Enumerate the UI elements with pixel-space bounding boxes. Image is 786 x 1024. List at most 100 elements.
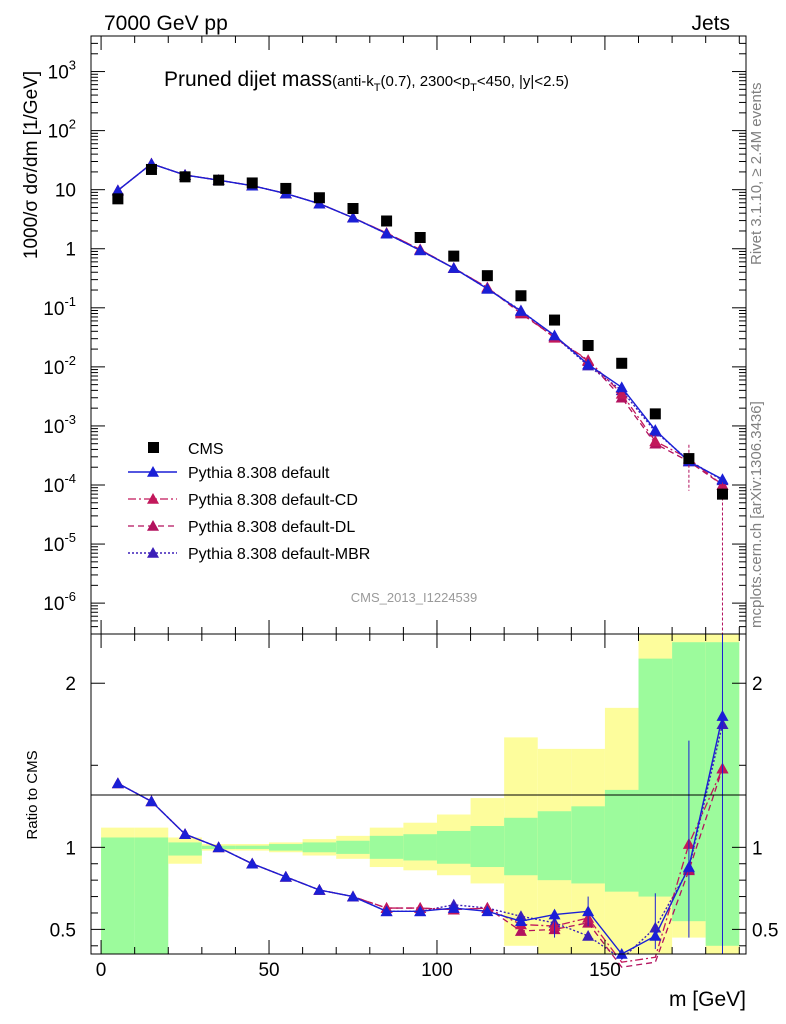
- ratio-y-tick-label-left: 1: [65, 838, 76, 859]
- analysis-id-label: CMS_2013_I1224539: [351, 590, 478, 605]
- ratio-series-marker: [313, 884, 326, 895]
- ratio-band-inner-bin: [336, 840, 370, 854]
- chart-title-detail-prefix: (anti-k: [332, 73, 374, 90]
- chart-title-main: Pruned dijet mass: [164, 68, 332, 91]
- chart-title-detail-sub: T: [374, 82, 381, 94]
- header-left-label: 7000 GeV pp: [104, 12, 228, 35]
- ratio-band-inner-bin: [571, 806, 605, 884]
- y-tick-label-exponent: -3: [64, 412, 76, 427]
- ratio-series-marker: [212, 841, 225, 853]
- y-tick-label: 10-2: [43, 353, 76, 379]
- legend-marker: [147, 520, 159, 531]
- main-series-marker: [615, 381, 628, 393]
- ratio-series-marker: [179, 828, 192, 840]
- cms-data-point: [582, 340, 594, 352]
- y-tick-label-exponent: 2: [69, 117, 76, 132]
- cms-data-point: [515, 290, 527, 302]
- x-tick-label: 0: [96, 960, 107, 981]
- ratio-y-tick-label-right: 1: [752, 838, 763, 859]
- ratio-band-inner-bin: [537, 811, 572, 881]
- y-tick-label-base: 10: [43, 299, 64, 320]
- y-tick-label-base: 10: [48, 122, 69, 143]
- ratio-series-marker: [279, 870, 292, 882]
- header-right-label: Jets: [691, 12, 730, 35]
- y-tick-label: 10-1: [43, 294, 76, 320]
- x-tick-label: 50: [258, 960, 279, 981]
- y-tick-label-base: 10: [43, 417, 64, 438]
- ratio-series-lines: [111, 634, 729, 968]
- legend-marker-cms: [148, 442, 159, 453]
- ratio-series-marker: [380, 905, 393, 917]
- y-tick-label-exponent: -5: [64, 530, 76, 545]
- legend-marker: [147, 547, 159, 558]
- cms-data-point: [616, 357, 628, 369]
- main-series-marker: [615, 387, 628, 399]
- cms-data-point: [145, 163, 157, 175]
- rivet-version-label: Rivet 3.1.10, ≥ 2.4M events: [748, 83, 765, 266]
- cms-data-point: [683, 453, 695, 465]
- x-axis-label: m [GeV]: [669, 988, 746, 1011]
- y-tick-label: 103: [48, 58, 76, 84]
- ratio-band-inner-bin: [269, 844, 303, 851]
- cms-data-point: [112, 193, 124, 205]
- x-tick-label: 150: [589, 960, 621, 981]
- ratio-band-inner-bin: [302, 842, 337, 853]
- y-tick-label-exponent: -6: [64, 589, 76, 604]
- ratio-series-marker: [414, 905, 427, 917]
- ratio-band-inner-bin: [369, 835, 404, 859]
- legend-entry-label: CMS: [188, 441, 224, 458]
- ratio-band-inner-bin: [134, 837, 169, 954]
- main-series-marker: [514, 305, 527, 316]
- y-tick-label-base: 10: [43, 535, 64, 556]
- y-tick-label-base: 10: [43, 476, 64, 497]
- cms-data-point: [179, 171, 191, 183]
- main-series-marker: [649, 424, 662, 435]
- main-series-lines: [111, 157, 729, 634]
- cms-data-point: [213, 174, 225, 186]
- ratio-series-marker: [514, 925, 527, 936]
- ratio-y-axis-label: Ratio to CMS: [24, 750, 41, 839]
- ratio-band-inner-bin: [436, 830, 471, 864]
- main-y-axis-label: 1000/σ dσ/dm [1/GeV]: [21, 71, 42, 259]
- y-tick-label: 10-4: [43, 471, 76, 497]
- cms-data-point: [481, 270, 493, 282]
- main-series-marker: [347, 211, 359, 223]
- y-tick-label-base: 10: [48, 63, 69, 84]
- legend-entry-label: Pythia 8.308 default-CD: [188, 492, 358, 509]
- chart-title-detail-mid: (0.7), 2300<p: [381, 73, 471, 90]
- y-tick-label-exponent: -4: [64, 471, 76, 486]
- ratio-series-marker: [481, 905, 494, 917]
- ratio-axis-ticks: 0 50 100 150 0.5 0.5 1 1 2 2: [50, 634, 778, 981]
- y-tick-label: 10: [55, 181, 76, 202]
- y-tick-label-exponent: -2: [64, 353, 76, 368]
- ratio-series-marker: [111, 777, 124, 789]
- ratio-band-inner-bin: [101, 837, 135, 954]
- y-tick-label-exponent: 3: [69, 58, 76, 73]
- ratio-series-marker: [347, 890, 359, 902]
- ratio-band-inner-bin: [504, 817, 538, 876]
- legend-entry-label: Pythia 8.308 default-MBR: [188, 546, 370, 563]
- main-series-marker: [414, 244, 427, 256]
- y-tick-label: 10-5: [43, 530, 76, 556]
- cms-data-point: [313, 192, 325, 204]
- ratio-series-marker: [615, 948, 628, 959]
- ratio-series-marker: [514, 915, 527, 926]
- ratio-y-tick-label-left: 2: [65, 674, 76, 695]
- ratio-y-tick-label-right: 0.5: [752, 920, 778, 941]
- main-series-marker: [548, 329, 561, 341]
- main-series-marker: [582, 358, 595, 370]
- main-series-marker: [716, 473, 729, 485]
- chart-title: Pruned dijet mass(anti-kT(0.7), 2300<pT<…: [164, 68, 569, 94]
- cms-data-point: [280, 182, 292, 194]
- cms-data-point: [649, 408, 661, 420]
- y-tick-label: 102: [48, 117, 76, 143]
- main-series-marker: [380, 227, 393, 239]
- ratio-band-inner-bin: [403, 834, 437, 861]
- ratio-series-marker: [582, 929, 595, 941]
- ratio-series-marker: [145, 795, 158, 807]
- ratio-y-tick-label-left: 0.5: [50, 920, 76, 941]
- ratio-plot-frame: [90, 633, 747, 955]
- legend-marker: [147, 466, 159, 477]
- y-tick-label: 10-6: [43, 589, 76, 615]
